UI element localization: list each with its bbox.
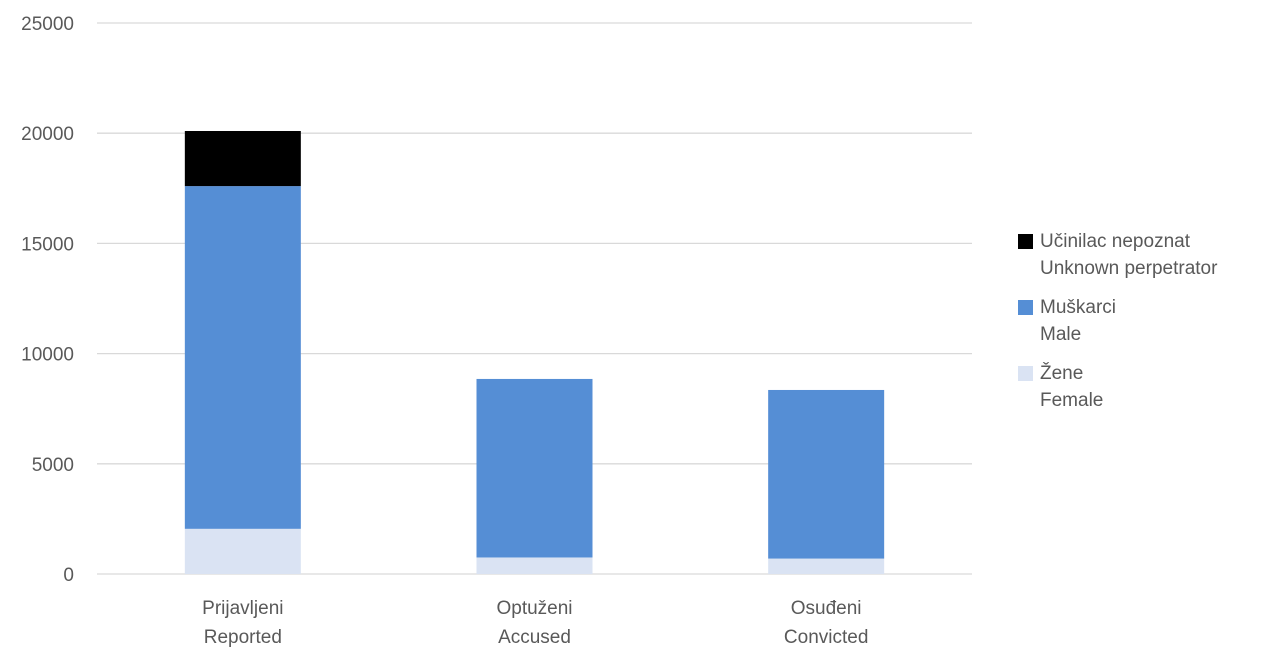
legend-label: Muškarci bbox=[1040, 297, 1117, 318]
legend-swatch bbox=[1018, 234, 1033, 249]
y-tick-label: 0 bbox=[63, 565, 74, 586]
x-category-label-line: Osuđeni bbox=[791, 598, 862, 619]
y-tick-label: 20000 bbox=[21, 124, 74, 145]
x-category-label-line: Optuženi bbox=[496, 598, 572, 619]
x-category-label-line: Reported bbox=[204, 627, 282, 648]
x-category-label: Optuženi Accused bbox=[496, 598, 572, 648]
legend-swatch bbox=[1018, 300, 1033, 315]
y-tick-label: 15000 bbox=[21, 234, 74, 255]
x-category-label: Prijavljeni Reported bbox=[202, 598, 283, 648]
legend-label: Female bbox=[1040, 390, 1104, 411]
bar-segment-series1-cat0 bbox=[184, 186, 301, 529]
x-category-label-line: Prijavljeni bbox=[202, 598, 283, 619]
bar-segment-series1-cat1 bbox=[476, 378, 593, 558]
x-category-label: Osuđeni Convicted bbox=[784, 598, 869, 648]
y-tick-label: 25000 bbox=[21, 14, 74, 35]
legend-item: Žene Female bbox=[1018, 360, 1283, 414]
legend-label: Male bbox=[1040, 324, 1082, 345]
y-axis-tick-labels: 0 5000 10000 15000 20000 25000 bbox=[21, 14, 74, 586]
bar-segment-series0-cat0 bbox=[184, 528, 301, 574]
x-category-label-line: Accused bbox=[498, 627, 571, 648]
x-axis-category-labels: Prijavljeni Reported Optuženi Accused Osuđen… bbox=[202, 598, 868, 648]
bar-segment-series2-cat0 bbox=[184, 130, 301, 187]
y-tick-label: 5000 bbox=[32, 455, 74, 476]
x-category-label-line: Convicted bbox=[784, 627, 869, 648]
legend: Učinilac nepoznat Unknown perpetrator Mušk… bbox=[1018, 228, 1283, 426]
legend-item: Muškarci Male bbox=[1018, 294, 1283, 348]
y-tick-label: 10000 bbox=[21, 345, 74, 366]
legend-label: Žene bbox=[1040, 363, 1084, 384]
bar-segment-series0-cat1 bbox=[476, 557, 593, 574]
bar-segment-series1-cat2 bbox=[768, 389, 885, 559]
bars bbox=[184, 130, 885, 574]
legend-swatch bbox=[1018, 366, 1033, 381]
legend-label: Učinilac nepoznat bbox=[1040, 231, 1190, 252]
legend-item: Učinilac nepoznat Unknown perpetrator bbox=[1018, 228, 1283, 282]
bar-segment-series0-cat2 bbox=[768, 558, 885, 574]
legend-label: Unknown perpetrator bbox=[1040, 258, 1218, 279]
